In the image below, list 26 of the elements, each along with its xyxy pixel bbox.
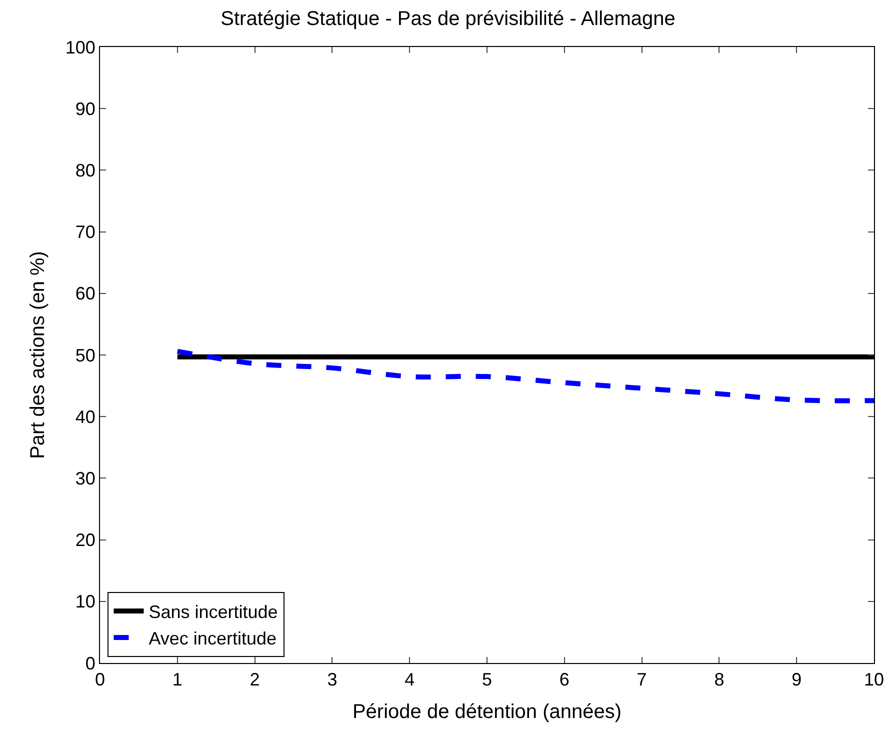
y-tick-label: 80 (75, 160, 96, 180)
x-tick-label: 7 (636, 670, 647, 690)
y-axis-title: Part des actions (en %) (26, 251, 49, 459)
x-axis-title: Période de détention (années) (352, 701, 622, 724)
y-tick-label: 30 (75, 468, 96, 488)
y-tick-label: 70 (75, 222, 96, 242)
x-tick-label: 4 (404, 670, 415, 690)
y-tick-label: 0 (85, 653, 96, 674)
y-tick-label: 10 (75, 592, 96, 612)
x-tick-label: 1 (172, 670, 182, 690)
chart-title: Stratégie Statique - Pas de prévisibilité - Allemagne (220, 8, 676, 30)
x-tick-label: 10 (864, 670, 884, 690)
y-tick-label: 100 (65, 37, 96, 58)
x-tick-label: 9 (792, 670, 802, 690)
legend-label: Avec incertitude (148, 628, 276, 648)
y-tick-label: 50 (75, 345, 96, 366)
y-tick-label: 20 (75, 530, 96, 550)
y-tick-label: 90 (75, 98, 96, 119)
legend-label: Sans incertitude (148, 602, 278, 622)
x-tick-label: 2 (250, 670, 260, 690)
x-tick-label: 8 (714, 670, 724, 690)
x-tick-label: 6 (559, 670, 570, 690)
x-tick-label: 3 (327, 670, 338, 690)
y-tick-label: 40 (75, 406, 96, 427)
x-tick-label: 5 (482, 670, 492, 690)
y-tick-label: 60 (75, 284, 96, 304)
